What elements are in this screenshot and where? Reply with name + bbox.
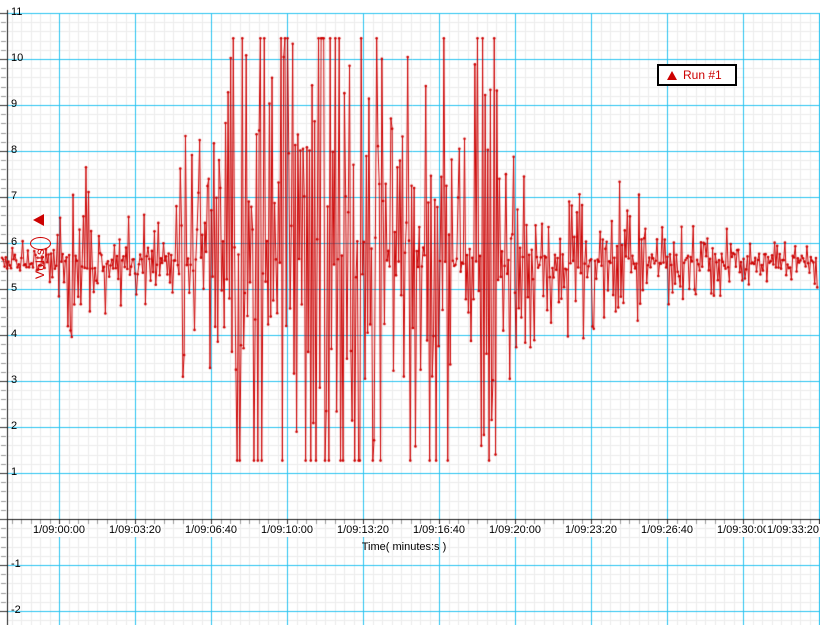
legend-run-label: Run #1 <box>683 68 722 82</box>
legend[interactable]: Run #1 <box>657 64 737 86</box>
legend-marker-triangle-icon <box>667 70 677 80</box>
axis-level-marker-icon[interactable] <box>33 213 44 226</box>
